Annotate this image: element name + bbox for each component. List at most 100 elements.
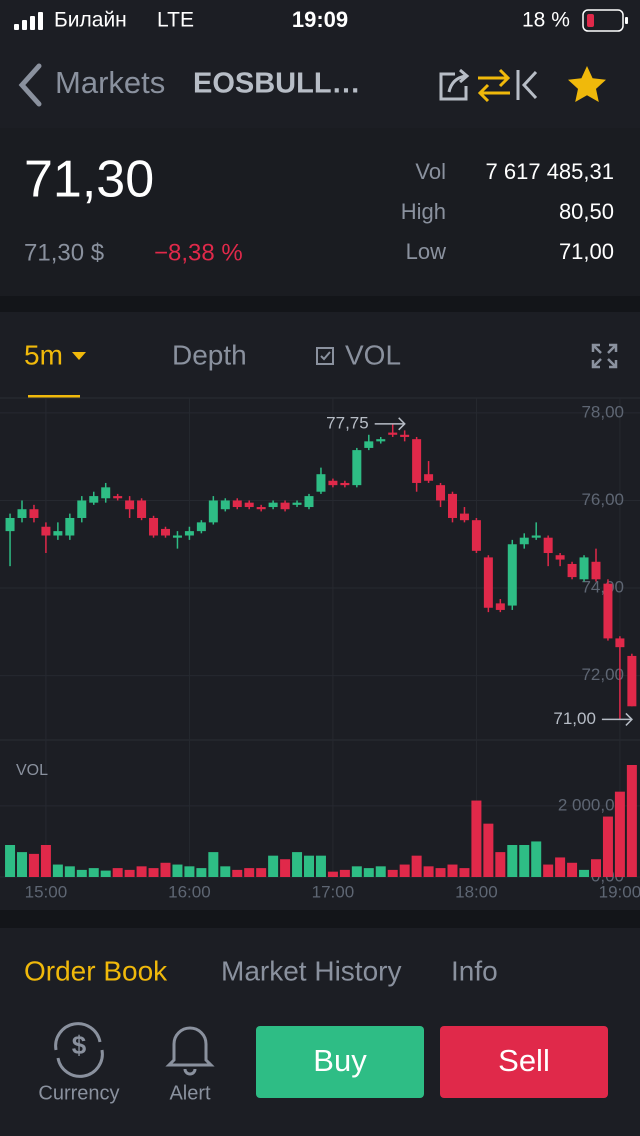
volume-bar [626,765,637,877]
vol-tab[interactable]: VOL [345,339,401,370]
volume-bar [172,864,183,877]
volume-bar [423,866,434,877]
annotation-label: 71,00 [553,709,596,728]
candle-body [495,603,505,610]
buy-label[interactable]: Buy [313,1043,367,1078]
separator [0,910,640,928]
market-history-tab[interactable]: Market History [221,955,401,986]
candle-body [113,496,123,499]
symbol: EOSBULL… [193,68,361,100]
stat-label: Vol [415,159,446,184]
chart: 15:00 16:00 17:00 18:00 19:00 72,00 74,00 76,00… [0,398,640,901]
x-tick-label: 17:00 [312,882,355,901]
candle-body [101,487,111,499]
volume-bar [196,868,207,877]
network: LTE [157,9,194,32]
currency-symbol: $ [72,1030,87,1060]
back-label[interactable]: Markets [55,65,165,100]
buy-button[interactable] [256,1026,424,1098]
share-arrow [447,68,470,93]
candle-body [244,502,254,508]
swap-icon[interactable] [477,68,511,103]
y-tick-label: 2 000,00 [558,795,624,814]
volume-bar [327,871,338,877]
stat-label: Low [406,239,446,264]
annotation-arrow [374,417,406,431]
candle-body [376,439,386,442]
separator [0,296,640,312]
sell-label[interactable]: Sell [498,1043,550,1078]
volume-bar [100,870,111,877]
candle-body [447,493,457,518]
volume-bar [232,869,243,877]
volume-bar [363,868,374,877]
swap-arrow [478,68,511,88]
depth-tab[interactable]: Depth [172,339,247,370]
dropdown-caret[interactable] [72,352,86,360]
volume-bar [507,845,518,877]
candle-body [627,655,637,707]
currency-label[interactable]: Currency [38,1082,119,1104]
volume-bar [590,859,601,877]
candle-body [567,563,577,578]
candle-body [304,496,314,508]
ticker: 71,30 71,30 $ −8,38 % Vol 7 617 485,31 H… [24,151,614,267]
candle-body [316,474,326,492]
volume-bar [64,866,75,877]
volume-bar [435,868,446,877]
volume-bar [280,859,291,877]
info-tab[interactable]: Info [451,955,498,986]
candle-body [256,507,266,510]
volume-bar [5,845,16,877]
share-icon[interactable] [439,68,470,101]
alert-button[interactable]: Alert [165,1026,215,1104]
actions: $ Currency Alert Buy Sell [38,1022,608,1105]
volume-bar [483,823,494,877]
battery-fill [587,14,594,27]
back-icon[interactable] [18,63,42,107]
volume-bar [76,869,87,877]
volume-bar [471,800,482,877]
volume-bar [136,866,147,877]
candle-body [400,434,410,437]
candle-body [137,500,147,518]
checkbox-icon[interactable] [316,347,334,365]
candle-body [436,485,446,501]
volume-bar [555,857,566,877]
collapse-icon[interactable] [516,70,538,100]
order-book-tab[interactable]: Order Book [24,955,168,986]
x-tick-label: 19:00 [599,882,640,901]
signal-bar [22,20,27,30]
volume-bar [88,868,99,877]
volume-bar [614,791,625,877]
bottom-tabs: Order Book Market History Info [24,955,498,986]
candle-body [531,535,541,538]
volume-bar [339,869,350,877]
volume-bar [579,869,590,877]
candle-body [17,509,27,518]
candle-body [471,520,481,551]
x-tick-label: 15:00 [25,882,68,901]
candle-body [125,500,135,510]
volume-bar [459,868,470,877]
favorite-star[interactable] [568,66,606,102]
volume-bar [411,855,422,877]
candle-body [364,441,374,448]
currency-button[interactable]: $ Currency [38,1022,120,1105]
battery-level: 18 % [522,9,570,32]
interval-tab[interactable]: 5m [24,339,63,370]
volume-bar [112,868,123,877]
sell-button[interactable] [440,1026,608,1098]
volume-bar [292,852,303,877]
volume-bar [28,853,39,877]
alert-label[interactable]: Alert [169,1082,211,1104]
candle-body [172,535,182,538]
fiat-price: 71,30 $ [24,239,104,266]
y-tick-label: 74,00 [581,578,624,597]
candle-body [579,557,589,580]
header[interactable]: Markets EOSBULL… [18,63,606,107]
check-mark [320,351,331,361]
fullscreen-icon[interactable] [591,343,618,369]
candle-body [459,513,469,521]
tab-underline [28,395,80,398]
